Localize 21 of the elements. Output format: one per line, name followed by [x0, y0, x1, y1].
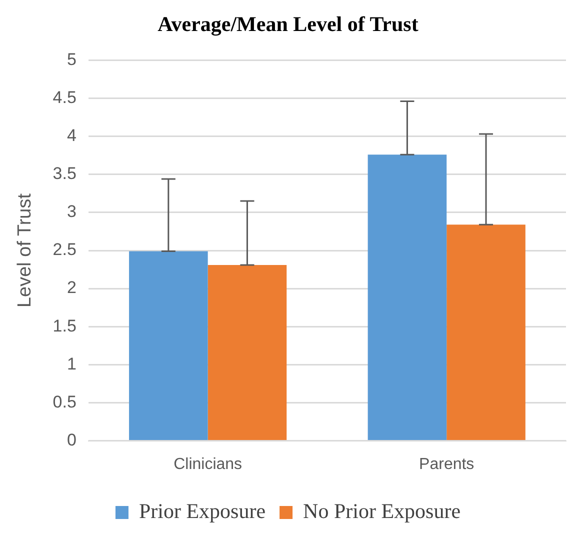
y-tick-label: 4.5 [52, 88, 76, 107]
bar [446, 224, 526, 440]
y-tick-label: 1.5 [52, 316, 76, 336]
y-axis-title: Level of Trust [14, 192, 36, 308]
y-tick-label: 0.5 [52, 392, 76, 412]
bar [129, 251, 208, 440]
y-tick-label: 3 [66, 202, 76, 222]
y-tick-label: 4 [66, 126, 76, 146]
legend-label: Prior Exposure [138, 499, 266, 524]
bar [208, 264, 287, 440]
chart-title: Average/Mean Level of Trust [158, 12, 418, 36]
x-tick-label: Parents [419, 456, 474, 473]
y-tick-label: 2.5 [52, 240, 76, 260]
x-tick-label: Clinicians [174, 456, 242, 473]
bar [368, 154, 447, 440]
y-tick-label: 0 [66, 430, 76, 450]
y-tick-label: 5 [66, 50, 76, 69]
y-tick-label: 1 [66, 354, 76, 374]
y-tick-label: 2 [66, 278, 76, 298]
y-tick-label: 3.5 [52, 164, 76, 184]
legend-label: No Prior Exposure [303, 499, 461, 524]
